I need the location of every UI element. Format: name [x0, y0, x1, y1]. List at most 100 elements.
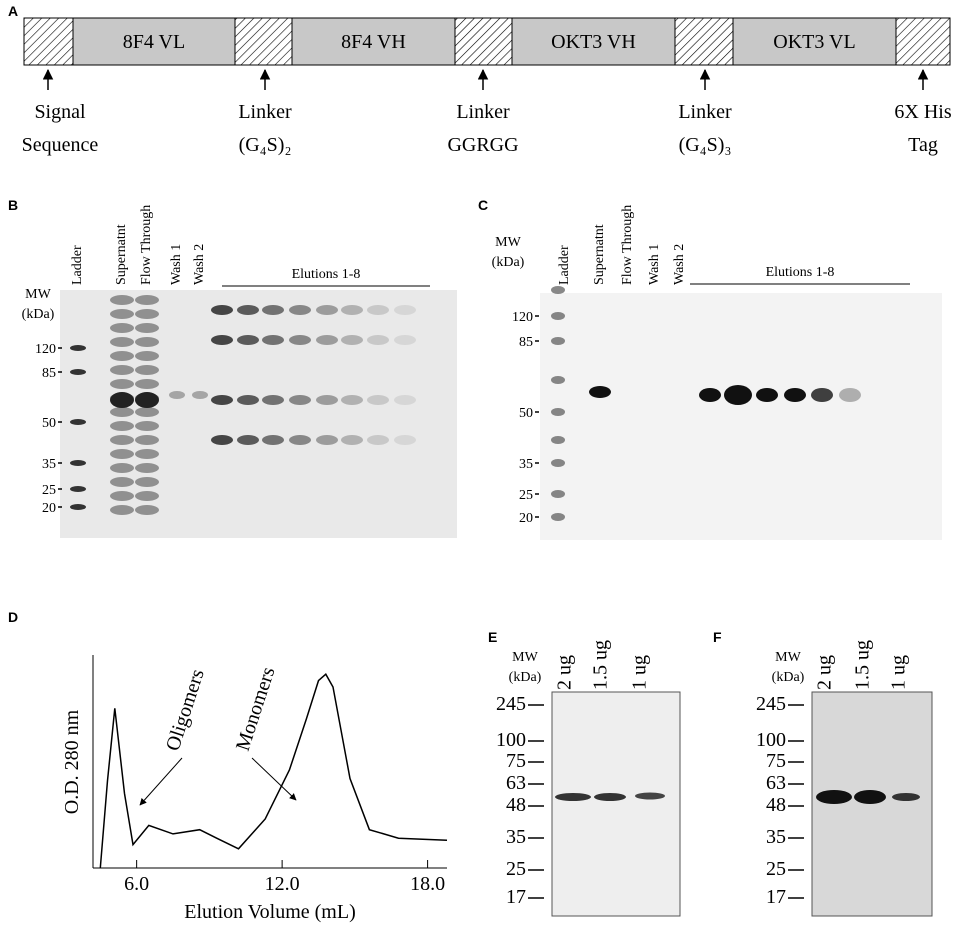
- band: [135, 421, 159, 431]
- lane-label: 1 ug: [888, 655, 910, 690]
- band: [262, 335, 284, 345]
- band: [854, 790, 886, 804]
- band: [316, 335, 338, 345]
- band: [367, 435, 389, 445]
- annotation: 6X His: [894, 101, 951, 123]
- panel-label: D: [8, 609, 18, 625]
- band: [135, 392, 159, 408]
- band: [316, 395, 338, 405]
- band: [262, 305, 284, 315]
- marker-label: 35: [42, 457, 56, 472]
- annotation: Monomers: [232, 664, 280, 753]
- band: [262, 435, 284, 445]
- band: [110, 323, 134, 333]
- band: [135, 365, 159, 375]
- panel-label: E: [488, 629, 497, 645]
- marker-label: 25: [506, 858, 526, 880]
- band: [724, 385, 752, 405]
- panel-label: F: [713, 629, 722, 645]
- band: [756, 388, 778, 402]
- gel: [811, 691, 933, 917]
- band: [70, 369, 86, 375]
- gel: [551, 691, 681, 917]
- mw-label: (kDa): [22, 307, 55, 322]
- marker-label: 25: [766, 858, 786, 880]
- hatched-segment: [23, 17, 74, 66]
- lane-label: Supernatnt: [592, 224, 607, 285]
- band: [192, 391, 208, 399]
- band: [135, 435, 159, 445]
- band: [135, 407, 159, 417]
- band: [110, 435, 134, 445]
- band: [551, 286, 565, 294]
- band: [699, 388, 721, 402]
- marker-label: 75: [766, 750, 786, 772]
- band: [110, 491, 134, 501]
- band: [135, 295, 159, 305]
- annotation: Linker: [678, 101, 732, 123]
- x-tick-label: 6.0: [124, 873, 149, 895]
- band: [289, 335, 311, 345]
- band: [110, 421, 134, 431]
- band: [110, 309, 134, 319]
- lane-label: Wash 2: [192, 244, 207, 285]
- mw-label: MW: [775, 650, 801, 665]
- band: [135, 463, 159, 473]
- lane-label: 2 ug: [814, 655, 836, 690]
- hatched-segment: [895, 17, 951, 66]
- domain-segment: [291, 17, 456, 66]
- band: [262, 395, 284, 405]
- marker-label: 85: [519, 335, 533, 350]
- annotation: Linker: [238, 101, 292, 123]
- band: [211, 395, 233, 405]
- band: [110, 392, 134, 408]
- band: [367, 395, 389, 405]
- band: [70, 486, 86, 492]
- band: [367, 305, 389, 315]
- marker-label: 48: [766, 794, 786, 816]
- band: [816, 790, 852, 804]
- group-label: Elutions 1-8: [766, 265, 835, 280]
- band: [341, 435, 363, 445]
- band: [70, 345, 86, 351]
- marker-label: 85: [42, 366, 56, 381]
- domain-label: OKT3 VH: [551, 31, 636, 53]
- domain-segment: [732, 17, 897, 66]
- panel-label: C: [478, 197, 488, 213]
- band: [394, 435, 416, 445]
- marker-label: 20: [42, 501, 56, 516]
- band: [589, 386, 611, 398]
- band: [341, 395, 363, 405]
- lane-label: Wash 1: [169, 244, 184, 285]
- band: [341, 335, 363, 345]
- band: [169, 391, 185, 399]
- mw-label: (kDa): [509, 670, 542, 685]
- band: [555, 793, 591, 801]
- mw-label: MW: [495, 235, 521, 250]
- lane-label: 1.5 ug: [590, 640, 612, 690]
- hatched-segment: [454, 17, 513, 66]
- band: [110, 449, 134, 459]
- band: [839, 388, 861, 402]
- marker-label: 35: [766, 826, 786, 848]
- marker-label: 100: [756, 729, 786, 751]
- marker-label: 48: [506, 794, 526, 816]
- marker-label: 50: [519, 406, 533, 421]
- lane-label: 1.5 ug: [852, 640, 874, 690]
- band: [110, 295, 134, 305]
- band: [110, 407, 134, 417]
- arrow: [139, 757, 183, 806]
- band: [70, 504, 86, 510]
- lane-label: Ladder: [557, 245, 572, 285]
- domain-label: 8F4 VH: [341, 31, 406, 53]
- marker-label: 35: [506, 826, 526, 848]
- lane-label: Flow Through: [620, 205, 635, 285]
- band: [135, 323, 159, 333]
- marker-label: 120: [35, 342, 56, 357]
- mw-label: (kDa): [772, 670, 805, 685]
- band: [211, 305, 233, 315]
- annotation: Linker: [456, 101, 510, 123]
- marker-label: 245: [756, 693, 786, 715]
- domain-segment: [72, 17, 236, 66]
- band: [135, 309, 159, 319]
